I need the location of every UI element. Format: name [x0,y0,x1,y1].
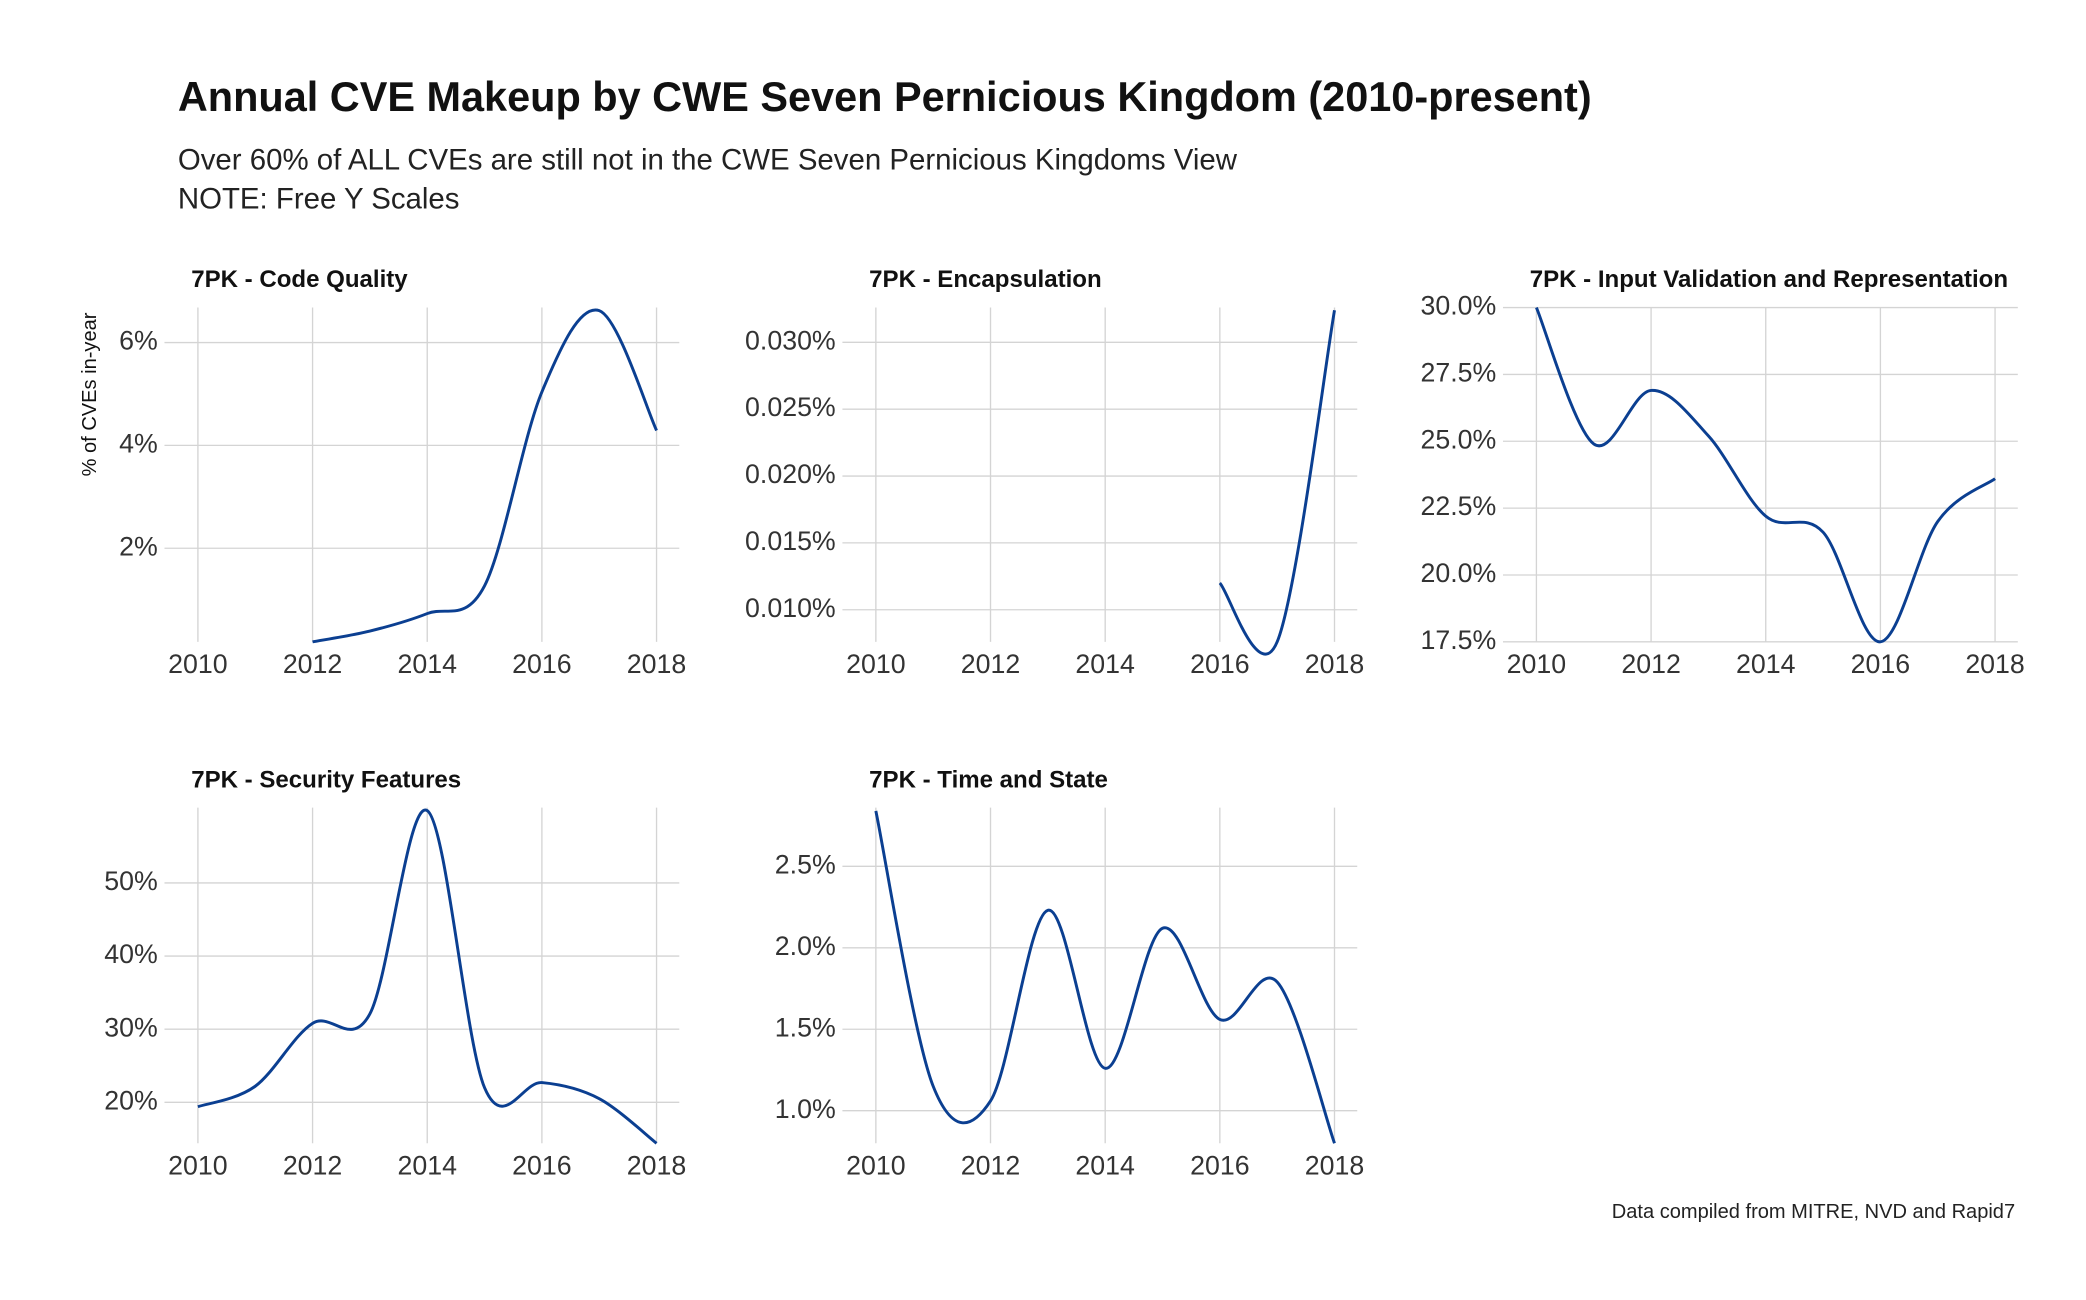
y-tick-label: 0.025% [745,392,836,422]
x-tick-label: 2018 [1305,1150,1364,1180]
y-tick-label: 30% [104,1012,158,1042]
x-tick-label: 2018 [627,1150,686,1180]
panel-title: 7PK - Input Validation and Representatio… [1530,266,2008,293]
y-tick-label: 40% [104,939,158,969]
y-tick-label: 2.5% [775,849,836,879]
x-tick-label: 2010 [168,1150,227,1180]
y-tick-label: 0.030% [745,325,836,355]
y-tick-label: 20% [104,1085,158,1115]
y-tick-label: 0.020% [745,459,836,489]
x-tick-label: 2014 [397,649,457,679]
line [1218,309,1336,656]
line [1535,306,1996,644]
x-tick-label: 2016 [1190,1150,1249,1180]
x-tick-label: 2012 [283,1150,342,1180]
x-tick-label: 2016 [512,1150,571,1180]
panel-title: 7PK - Encapsulation [869,266,1102,293]
panel-title: 7PK - Security Features [191,766,461,793]
y-tick-label: 1.5% [775,1012,836,1042]
x-tick-label: 2012 [1621,649,1680,679]
y-tick-label: 50% [104,866,158,896]
x-tick-label: 2010 [168,649,227,679]
y-tick-label: 27.5% [1420,357,1496,387]
x-tick-label: 2012 [283,649,342,679]
x-tick-label: 2018 [1965,649,2024,679]
y-tick-label: 6% [119,326,158,356]
panel-title: 7PK - Time and State [869,766,1108,793]
y-tick-label: 0.010% [745,593,836,623]
chart-title: Annual CVE Makeup by CWE Seven Perniciou… [178,73,1592,120]
x-tick-label: 2014 [1075,1150,1135,1180]
line [312,308,658,644]
x-tick-label: 2018 [627,649,686,679]
caption: Data compiled from MITRE, NVD and Rapid7 [1612,1201,2015,1223]
y-tick-label: 25.0% [1420,424,1496,454]
x-tick-label: 2016 [512,649,571,679]
y-tick-label: 17.5% [1420,625,1496,655]
y-tick-label: 2.0% [775,931,836,961]
x-tick-label: 2014 [1075,649,1135,679]
x-tick-label: 2012 [961,1150,1020,1180]
x-tick-label: 2018 [1305,649,1364,679]
line [874,810,1336,1144]
y-tick-label: 20.0% [1420,558,1496,588]
y-tick-label: 0.015% [745,526,836,556]
x-tick-label: 2010 [846,649,905,679]
y-axis-label: % of CVEs in-year [79,312,101,476]
x-tick-label: 2016 [1190,649,1249,679]
x-tick-label: 2010 [846,1150,905,1180]
x-tick-label: 2014 [1736,649,1796,679]
x-tick-label: 2014 [397,1150,457,1180]
chart-subtitle: Over 60% of ALL CVEs are still not in th… [178,144,1238,177]
y-tick-label: 22.5% [1420,491,1496,521]
y-tick-label: 4% [119,428,158,458]
chart-note: NOTE: Free Y Scales [178,182,460,215]
line [197,808,658,1145]
y-tick-label: 1.0% [775,1094,836,1124]
x-tick-label: 2016 [1851,649,1910,679]
y-tick-label: 30.0% [1420,291,1496,321]
x-tick-label: 2010 [1507,649,1566,679]
y-tick-label: 2% [119,531,158,561]
x-tick-label: 2012 [961,649,1020,679]
panel-title: 7PK - Code Quality [191,266,408,293]
